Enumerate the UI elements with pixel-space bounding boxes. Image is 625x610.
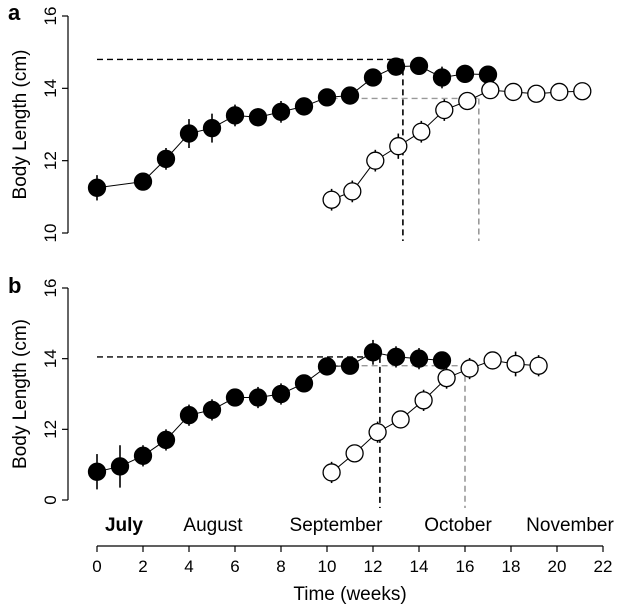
data-point-filled (133, 446, 153, 465)
y-axis-title: Body Length (cm) (10, 50, 31, 200)
data-point-open (345, 444, 364, 463)
data-point-open (437, 368, 456, 388)
month-label: October (424, 515, 492, 536)
data-point-open (573, 82, 592, 101)
data-point-filled (156, 149, 176, 169)
panel-b: b 0 12 14 16 Body Length (cm) (8, 273, 548, 508)
data-point-open (389, 137, 408, 156)
data-point-filled (478, 65, 498, 84)
data-point-open (481, 80, 500, 100)
data-point-filled (363, 343, 383, 362)
y-tick-label: 12 (41, 151, 60, 170)
data-point-open (391, 410, 410, 429)
series-line-filled (96, 351, 443, 473)
x-tick-label: 0 (92, 557, 101, 576)
data-point-open (550, 82, 569, 102)
y-tick-label: 16 (41, 7, 60, 26)
x-axis-title: Time (weeks) (293, 584, 406, 605)
series-line-open (331, 89, 583, 201)
y-tick-label: 14 (41, 79, 60, 98)
data-point-filled (225, 388, 245, 407)
data-point-filled (110, 457, 130, 476)
y-tick-label: 16 (41, 279, 60, 298)
x-tick-label: 6 (230, 557, 239, 576)
data-point-open (343, 182, 362, 201)
data-point-open (483, 351, 502, 370)
month-label: July (105, 515, 143, 536)
data-point-filled (317, 88, 337, 107)
data-point-filled (409, 56, 429, 76)
y-tick-label: 14 (41, 349, 60, 368)
data-point-open (527, 84, 546, 103)
x-tick-label: 4 (184, 557, 193, 576)
data-point-open (414, 391, 433, 410)
data-point-filled (225, 106, 245, 125)
data-point-filled (432, 68, 452, 87)
x-axis: 0 2 4 6 8 10 12 14 16 18 20 22 Time (weeks) July Augus… (92, 515, 614, 605)
data-point-filled (294, 97, 314, 116)
data-point-filled (133, 172, 153, 191)
data-point-filled (317, 357, 337, 376)
data-point-open (435, 100, 454, 120)
data-point-filled (202, 118, 222, 138)
data-point-open (458, 91, 477, 111)
data-point-open (366, 151, 385, 170)
data-point-filled (179, 124, 199, 143)
month-label: September (290, 515, 384, 536)
series-line-open (331, 359, 539, 473)
month-label: November (526, 515, 614, 536)
x-tick-label: 8 (276, 557, 285, 576)
x-tick-label: 12 (364, 557, 383, 576)
y-tick-label: 0 (41, 495, 60, 504)
data-point-filled (202, 400, 222, 420)
data-point-filled (156, 430, 176, 450)
data-point-filled (409, 349, 429, 368)
data-point-filled (248, 108, 268, 127)
x-tick-label: 2 (138, 557, 147, 576)
data-point-filled (179, 406, 199, 425)
data-point-filled (432, 351, 452, 370)
data-point-filled (386, 57, 406, 76)
data-point-open (504, 82, 523, 102)
month-label: August (183, 515, 243, 536)
x-tick-label: 22 (594, 557, 613, 576)
data-point-filled (455, 64, 475, 84)
data-point-open (322, 463, 341, 482)
data-point-filled (363, 68, 383, 87)
data-point-filled (294, 374, 314, 393)
data-point-filled (87, 462, 107, 481)
x-tick-label: 10 (318, 557, 337, 576)
x-tick-label: 16 (456, 557, 475, 576)
data-point-filled (248, 388, 268, 407)
y-axis-title: Body Length (cm) (10, 319, 31, 469)
panel-letter: a (8, 0, 21, 25)
y-tick-label: 10 (41, 224, 60, 243)
data-point-open (506, 354, 525, 374)
data-point-open (460, 359, 479, 378)
data-point-filled (340, 86, 360, 105)
data-point-filled (340, 356, 360, 375)
data-point-open (368, 423, 387, 442)
data-point-filled (271, 102, 291, 121)
data-point-open (529, 356, 548, 375)
data-point-open (322, 190, 341, 209)
y-tick-label: 12 (41, 420, 60, 439)
x-tick-label: 18 (502, 557, 521, 576)
panel-a: a 10 12 14 16 Body Length (cm) (8, 0, 592, 243)
data-point-filled (87, 178, 107, 197)
x-tick-label: 20 (548, 557, 567, 576)
panel-letter: b (8, 273, 21, 298)
x-tick-label: 14 (410, 557, 429, 576)
data-point-filled (271, 384, 291, 404)
data-point-open (412, 122, 431, 141)
data-point-filled (386, 347, 406, 367)
series-line-filled (96, 65, 489, 189)
